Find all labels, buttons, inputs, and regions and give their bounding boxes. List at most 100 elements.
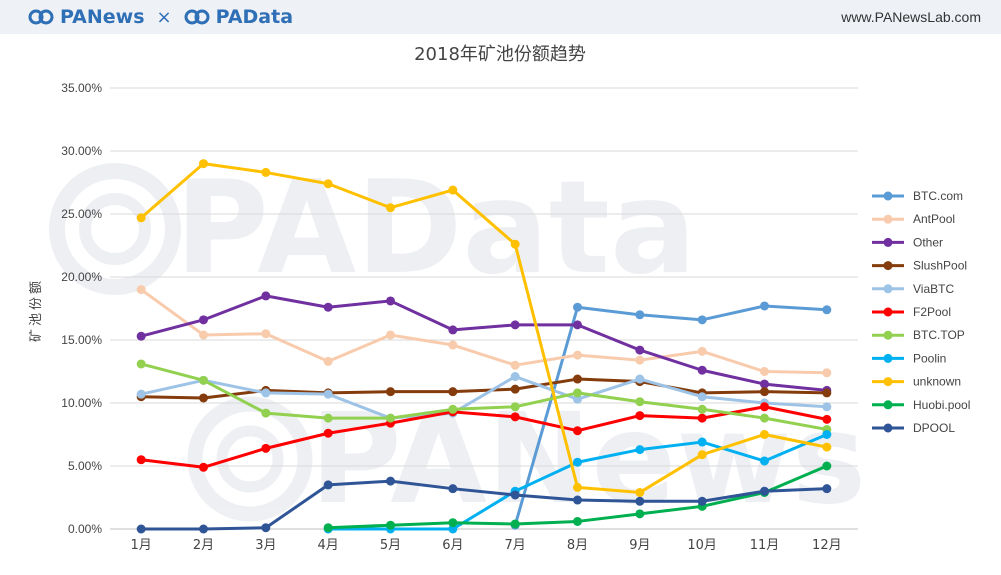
data-point (697, 450, 707, 460)
legend-label: AntPool (913, 212, 955, 226)
x-tick-label: 4月 (318, 538, 339, 553)
watermark-logo-icon (49, 163, 181, 295)
legend-swatch-marker (883, 237, 893, 247)
y-tick-label: 5.00% (68, 459, 102, 473)
data-point (635, 487, 645, 497)
data-point (697, 413, 707, 423)
legend-item: BTC.TOP (872, 328, 965, 342)
header-bar: PANews × PAData www.PANewsLab.com (0, 0, 1001, 34)
legend-item: Huobi.pool (872, 398, 970, 412)
brand-left-text: PANews (60, 6, 145, 28)
data-point (822, 430, 832, 439)
data-point (822, 368, 832, 378)
series-unknown (136, 159, 832, 497)
data-point (697, 392, 707, 402)
x-tick-label: 6月 (442, 538, 463, 553)
legend-label: SlushPool (913, 259, 967, 273)
legend-swatch-marker (883, 284, 893, 294)
x-tick-label: 11月 (750, 538, 780, 553)
data-point (573, 457, 582, 467)
series-line (140, 362, 828, 431)
data-point (510, 360, 520, 370)
panews-logo-icon (28, 9, 54, 25)
data-point (199, 315, 208, 325)
legend-swatch-marker (883, 330, 893, 340)
data-point (635, 509, 645, 519)
data-point (386, 413, 395, 423)
data-point (448, 518, 458, 528)
y-tick-label: 25.00% (61, 207, 102, 221)
y-tick-labels: 0.00% 5.00% 10.00% 15.00% 20.00% 25.00% 30.00%… (61, 81, 102, 536)
data-point (760, 367, 769, 376)
brand-right-text: PAData (215, 6, 294, 28)
data-point (448, 524, 458, 534)
data-point (199, 375, 208, 385)
x-tick-label: 8月 (567, 538, 588, 553)
data-point (136, 285, 146, 295)
data-point (760, 379, 769, 389)
y-tick-label: 15.00% (61, 333, 102, 347)
x-tick-label: 3月 (255, 538, 276, 553)
legend-label: Other (913, 235, 943, 249)
data-point (760, 402, 769, 412)
padata-logo-icon (184, 9, 210, 25)
data-point (323, 428, 333, 438)
data-point (573, 320, 582, 330)
data-point (573, 426, 582, 436)
data-point (760, 430, 769, 439)
data-point (822, 442, 832, 452)
data-point (697, 496, 707, 506)
x-tick-label: 2月 (193, 538, 214, 553)
data-point (323, 480, 333, 490)
series-other (136, 291, 832, 395)
series-line (513, 304, 827, 526)
data-point (822, 461, 832, 471)
data-point (323, 356, 333, 366)
series-line (140, 294, 827, 392)
data-point (510, 490, 520, 500)
series-line (140, 288, 827, 375)
data-point (448, 325, 458, 335)
legend: BTC.com AntPool Other SlushPool ViaBTC F2Pool… (872, 189, 970, 435)
data-point (386, 330, 395, 340)
legend-label: ViaBTC (913, 282, 954, 296)
legend-swatch-marker (883, 400, 893, 410)
data-point (136, 359, 146, 369)
data-point (136, 213, 146, 223)
legend-label: F2Pool (913, 305, 951, 319)
data-point (199, 393, 208, 403)
watermark-padata: PAData (175, 154, 696, 303)
legend-swatch-marker (883, 423, 893, 433)
data-point (448, 404, 458, 414)
x-tick-label: 5月 (380, 538, 401, 553)
data-point (199, 524, 208, 534)
series-lines (136, 159, 832, 534)
data-point (573, 350, 582, 360)
chart-title: 2018年矿池份额趋势 (414, 44, 586, 65)
data-point (323, 302, 333, 312)
data-point (510, 412, 520, 422)
data-point (386, 203, 395, 213)
data-point (448, 387, 458, 397)
series-line (141, 479, 827, 531)
data-point (760, 301, 769, 311)
data-point (822, 305, 832, 315)
legend-item: F2Pool (872, 305, 951, 319)
data-point (760, 387, 769, 397)
data-point (635, 374, 645, 384)
data-point (635, 411, 645, 421)
data-point (199, 330, 208, 340)
data-point (510, 402, 520, 412)
data-point (635, 345, 645, 355)
y-axis-label: 矿池份额 (29, 278, 44, 342)
data-point (635, 310, 645, 320)
data-point (448, 484, 458, 494)
x-tick-label: 10月 (687, 538, 717, 553)
data-point (697, 315, 707, 325)
data-point (697, 404, 707, 414)
watermark-layer: PAData PANews (49, 154, 866, 532)
series-line (140, 375, 827, 420)
brand-separator: × (156, 6, 172, 28)
data-point (323, 179, 333, 189)
data-point (261, 388, 271, 398)
